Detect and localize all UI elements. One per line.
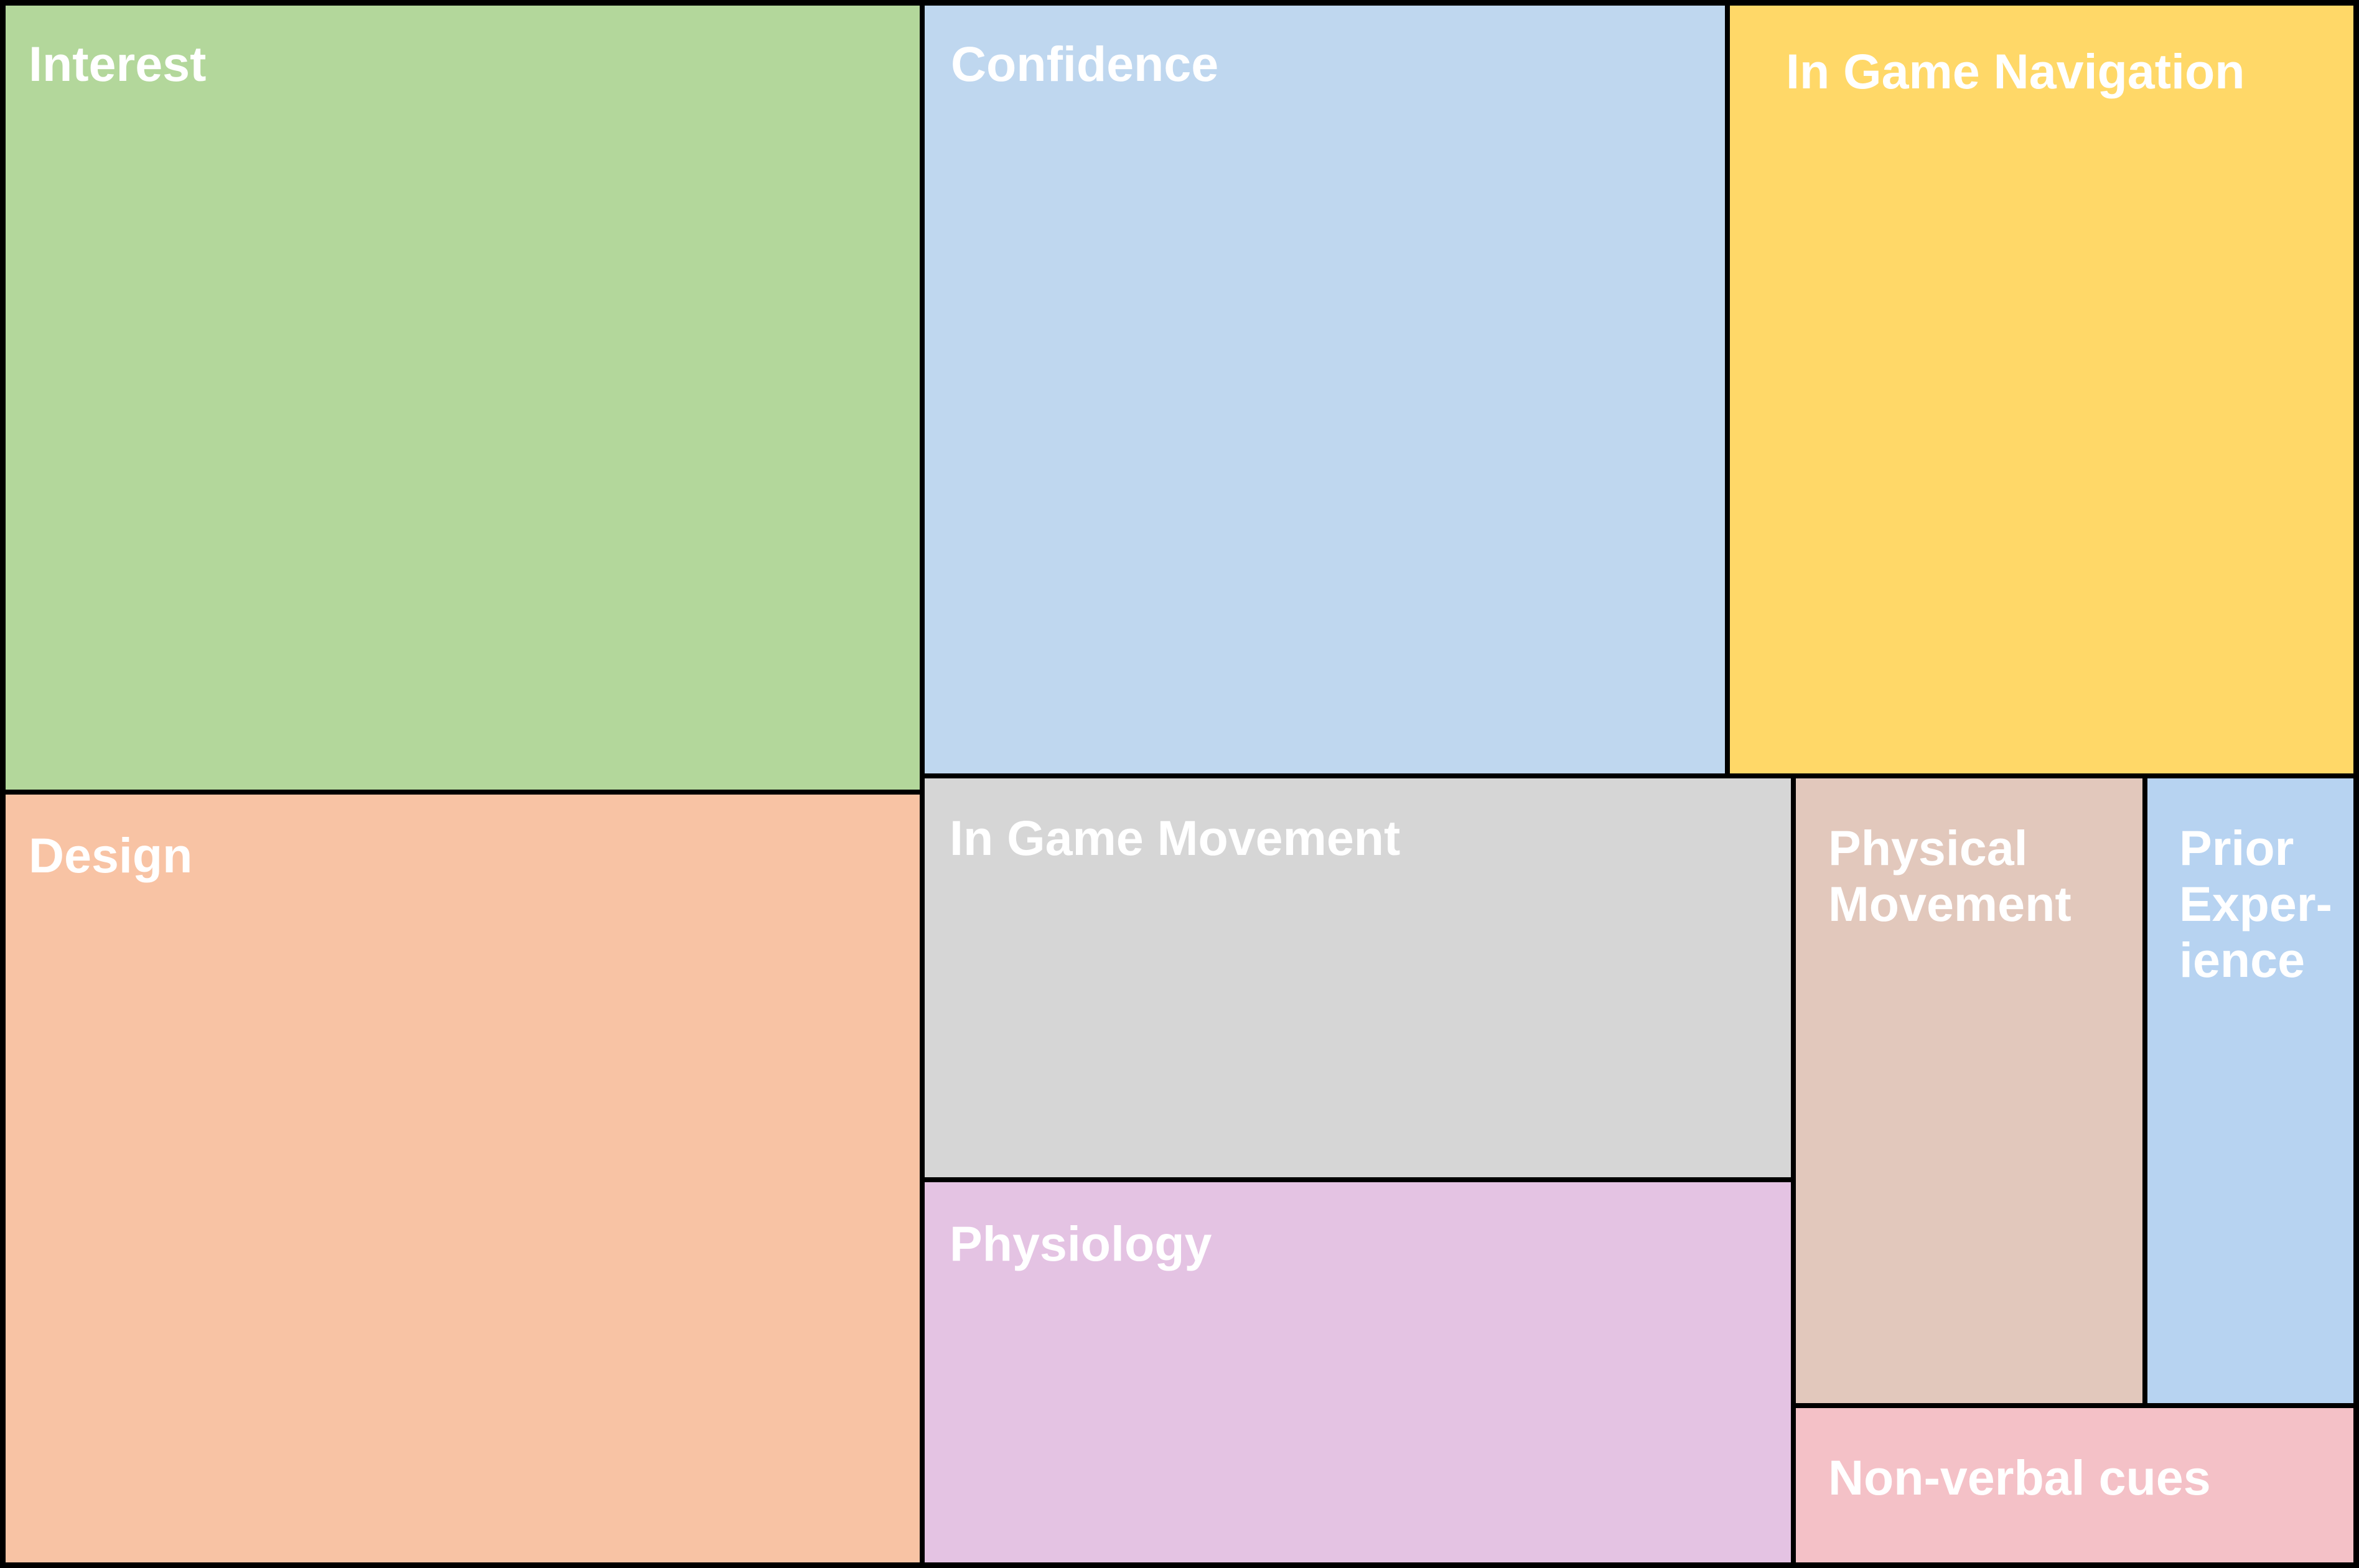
tile-label-interest: Interest [29,36,206,91]
tile-prior-experience: Prior Exper-ience [2142,773,2358,1408]
tile-rect-in-game-movement [920,773,1796,1182]
tile-rect-interest [1,1,925,795]
tile-label-in-game-navigation: In Game Navigation [1786,44,2245,99]
tile-label-confidence: Confidence [951,36,1218,91]
tile-rect-design [1,790,925,1567]
tile-rect-physiology [920,1177,1796,1567]
tile-label-physical-movement: Physical Movement [1828,820,2072,931]
tile-label-non-verbal-cues: Non-verbal cues [1828,1450,2211,1505]
tile-rect-physical-movement [1791,773,2147,1408]
tile-in-game-navigation: In Game Navigation [1725,1,2358,778]
tile-label-in-game-movement: In Game Movement [950,810,1400,866]
tile-physical-movement: Physical Movement [1791,773,2147,1408]
tile-design: Design [1,790,925,1567]
tile-non-verbal-cues: Non-verbal cues [1791,1403,2358,1567]
tile-label-design: Design [29,828,192,883]
tile-label-line: Movement [1828,876,2072,931]
tile-label-line: Exper- [2179,876,2332,931]
tile-interest: Interest [1,1,925,795]
tile-confidence: Confidence [920,1,1730,778]
tile-in-game-movement: In Game Movement [920,773,1796,1182]
tile-label-line: ience [2179,932,2305,987]
tile-label-line: Prior [2179,820,2294,875]
tile-rect-in-game-navigation [1725,1,2358,778]
tile-label-prior-experience: Prior Exper-ience [2179,820,2332,987]
tile-rect-confidence [920,1,1730,778]
tile-rect-prior-experience [2142,773,2358,1408]
tile-physiology: Physiology [920,1177,1796,1567]
tile-label-line: Physical [1828,820,2028,875]
tile-label-physiology: Physiology [950,1216,1212,1271]
